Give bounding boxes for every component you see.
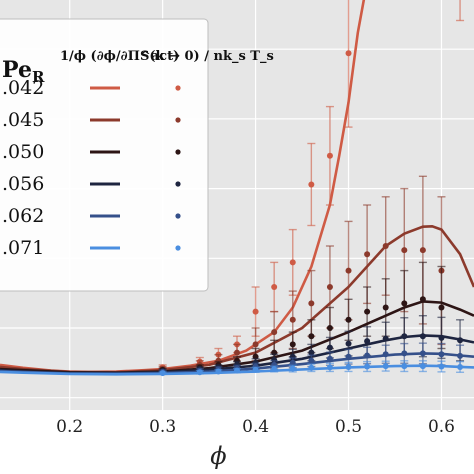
- data-point: [364, 338, 371, 345]
- data-point: [159, 370, 166, 377]
- data-point: [401, 350, 408, 357]
- data-point: [364, 363, 371, 370]
- data-point: [308, 181, 315, 188]
- series-layer: [0, 0, 474, 377]
- data-point: [382, 335, 389, 342]
- legend-label: .071: [2, 237, 44, 259]
- data-point: [457, 363, 464, 370]
- legend-col1-header: PeR: [2, 57, 45, 86]
- data-point: [308, 364, 315, 371]
- data-point: [326, 152, 333, 159]
- data-point: [382, 304, 389, 311]
- data-point: [364, 308, 371, 315]
- legend-marker: [175, 149, 181, 155]
- data-point: [345, 340, 352, 347]
- legend-label: .050: [2, 141, 44, 163]
- data-point: [271, 329, 278, 336]
- data-point: [326, 355, 333, 362]
- data-point: [326, 284, 333, 290]
- data-point: [457, 337, 464, 344]
- data-point: [438, 351, 445, 358]
- data-point: [252, 341, 259, 348]
- x-axis-ticks: 0.2 0.3 0.4 0.5 0.6: [56, 417, 455, 437]
- x-tick-label: 0.3: [149, 417, 176, 437]
- data-point: [401, 363, 408, 370]
- data-point: [326, 364, 333, 371]
- data-point: [457, 352, 464, 359]
- data-point: [419, 333, 426, 340]
- x-axis-title: ϕ: [210, 442, 226, 470]
- data-point: [438, 304, 445, 311]
- data-point: [401, 333, 408, 340]
- legend: PeR 1/ϕ (∂ϕ/∂Π^act) S(k → 0) / nk_s T_s …: [0, 18, 274, 292]
- data-point: [252, 366, 259, 373]
- data-point: [234, 349, 240, 356]
- series-5: [0, 360, 474, 377]
- data-point: [308, 349, 315, 356]
- data-point: [401, 247, 408, 254]
- data-point: [382, 351, 389, 358]
- legend-label: .062: [2, 205, 44, 227]
- legend-marker: [175, 245, 181, 251]
- data-point: [234, 367, 240, 374]
- data-point: [326, 325, 333, 331]
- data-point: [289, 316, 296, 323]
- data-point: [289, 365, 296, 372]
- legend-label: .056: [2, 173, 44, 195]
- data-point: [252, 308, 259, 315]
- legend-marker: [175, 181, 181, 187]
- legend-rows: .042 .045 .050 .056 .062 .071: [2, 77, 181, 259]
- data-point: [289, 259, 296, 266]
- data-point: [271, 366, 278, 372]
- data-point: [271, 284, 278, 290]
- data-point: [364, 251, 371, 258]
- x-tick-label: 0.2: [56, 417, 83, 437]
- data-point: [215, 368, 222, 375]
- data-point: [345, 316, 352, 323]
- data-point: [419, 296, 426, 303]
- data-point: [438, 334, 445, 341]
- x-tick-label: 0.4: [242, 417, 269, 437]
- x-tick-label: 0.5: [335, 417, 362, 437]
- data-point: [308, 300, 315, 307]
- legend-col3-header: S(k → 0) / nk_s T_s: [140, 49, 274, 64]
- data-point: [196, 369, 203, 376]
- data-point: [364, 352, 371, 359]
- x-tick-label: 0.6: [428, 417, 455, 437]
- data-point: [345, 363, 352, 370]
- legend-marker: [175, 85, 181, 91]
- data-point: [308, 357, 315, 364]
- data-point: [419, 363, 426, 370]
- legend-marker: [175, 117, 181, 123]
- data-point: [419, 247, 426, 254]
- data-point: [401, 300, 408, 307]
- data-point: [289, 341, 296, 348]
- data-point: [308, 333, 315, 340]
- data-point: [345, 267, 352, 274]
- legend-marker: [175, 213, 181, 219]
- legend-col2-header: 1/ϕ (∂ϕ/∂Π^act): [60, 49, 179, 64]
- data-point: [419, 350, 426, 357]
- series-line: [0, 364, 474, 376]
- data-point: [382, 363, 389, 370]
- legend-label: .045: [2, 109, 44, 131]
- legend-label: .042: [2, 77, 44, 99]
- data-point: [345, 50, 352, 57]
- data-point: [438, 363, 445, 370]
- legend-box: [0, 18, 209, 292]
- data-point: [326, 344, 333, 351]
- legend-col1-header-sub: R: [32, 68, 45, 86]
- legend-col1-header-main: Pe: [2, 57, 32, 83]
- data-point: [289, 359, 296, 366]
- data-point: [345, 353, 352, 360]
- data-point: [382, 243, 389, 249]
